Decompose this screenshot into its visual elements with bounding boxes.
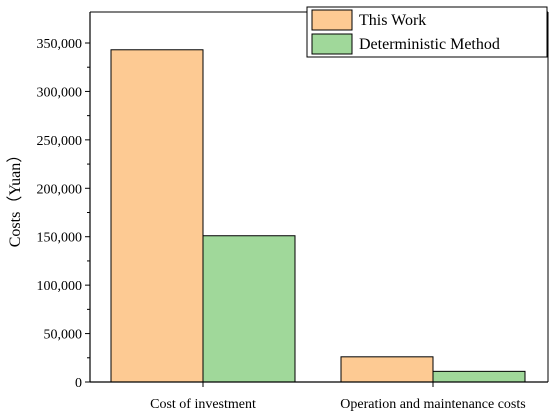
y-tick-label: 50,000 — [44, 328, 83, 343]
y-tick-label: 300,000 — [37, 85, 83, 100]
bar-deterministic-method-1 — [202, 235, 296, 383]
bar-this-work-1 — [110, 49, 204, 383]
legend-label: Deterministic Method — [359, 36, 500, 53]
y-ticks-group: 0 50,000 100,000 150,000 200,000 250,000 300,0… — [37, 37, 90, 391]
legend-swatch — [311, 9, 353, 31]
bar-deterministic-method-2 — [432, 370, 526, 383]
legend: This Work Deterministic Method — [306, 6, 548, 58]
y-tick-label: 150,000 — [37, 231, 83, 246]
x-tick-label: Cost of investment — [150, 397, 256, 412]
y-axis-label: Costs（Yuan） — [6, 147, 24, 247]
bars-group — [110, 49, 526, 383]
bar-this-work-2 — [340, 356, 434, 383]
legend-swatch — [311, 33, 353, 55]
y-tick-label: 200,000 — [37, 182, 83, 197]
x-tick-label: Operation and maintenance costs — [340, 397, 525, 412]
legend-label: This Work — [359, 12, 426, 29]
y-tick-label: 100,000 — [37, 279, 83, 294]
x-tick-labels-group: Cost of investment Operation and maintena… — [150, 382, 526, 412]
y-tick-label: 0 — [75, 376, 82, 391]
y-tick-label: 250,000 — [37, 134, 83, 149]
y-tick-label: 350,000 — [37, 37, 83, 52]
